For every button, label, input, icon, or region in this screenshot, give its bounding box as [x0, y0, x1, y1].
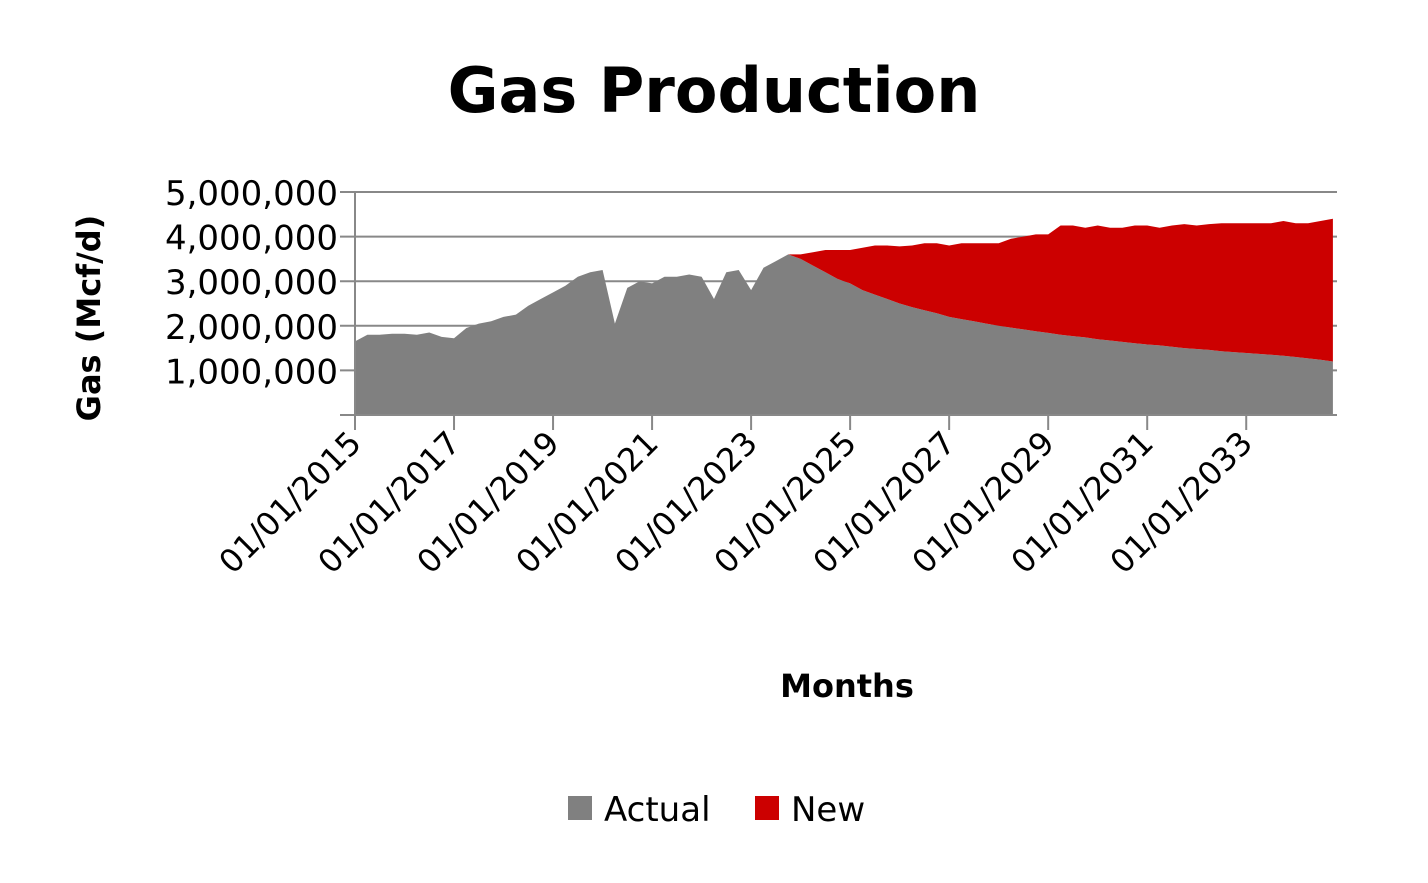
legend-label: New: [791, 790, 865, 830]
legend-swatch: [755, 796, 779, 820]
y-tick-label: 4,000,000: [165, 219, 338, 259]
y-tick-label: 5,000,000: [165, 174, 338, 214]
chart-title: Gas Production: [448, 54, 981, 127]
y-tick-label: 3,000,000: [165, 263, 338, 303]
area: [355, 218, 1333, 362]
area: [355, 254, 1333, 415]
x-axis-title: Months: [780, 667, 914, 705]
y-tick-label: 2,000,000: [165, 308, 338, 348]
y-tick-label: 1,000,000: [165, 352, 338, 392]
legend-swatch: [568, 796, 592, 820]
y-axis-title: Gas (Mcf/d): [70, 215, 108, 422]
legend-label: Actual: [604, 790, 711, 830]
